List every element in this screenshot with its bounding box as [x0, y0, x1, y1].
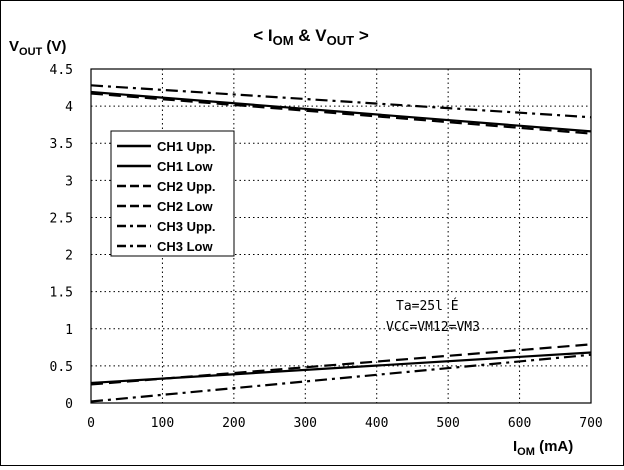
annotation-voltage: VCC=VM12=VM3	[386, 320, 480, 335]
x-tick-label: 0	[87, 416, 95, 431]
y-tick-label: 0.5	[50, 360, 73, 375]
x-tick-label: 700	[579, 416, 602, 431]
series-line-4	[90, 343, 592, 386]
x-tick-label: 400	[365, 416, 388, 431]
x-axis-label: IOM (mA)	[513, 438, 573, 458]
legend-box	[110, 130, 235, 257]
legend-label-3: CH2 Upp.	[157, 179, 216, 194]
series-line-5	[90, 84, 592, 119]
legend-label-5: CH3 Upp.	[157, 219, 216, 234]
y-tick-label: 1.5	[50, 286, 73, 301]
plot-border	[90, 68, 592, 404]
y-tick-label: 3	[65, 174, 73, 189]
y-axis-label: VOUT (V)	[9, 38, 66, 58]
x-tick-label: 100	[151, 416, 174, 431]
annotation-temperature: Ta=25l É	[396, 298, 459, 314]
y-tick-label: 2.5	[50, 211, 73, 226]
x-tick-label: 200	[222, 416, 245, 431]
y-tick-label: 4.5	[50, 63, 73, 78]
y-tick-label: 1	[65, 323, 73, 338]
y-tick-label: 2	[65, 249, 73, 264]
series-line-6	[90, 353, 592, 403]
series-group	[90, 84, 592, 403]
legend-label-1: CH1 Upp.	[157, 139, 216, 154]
series-line-1	[90, 90, 592, 133]
legend-label-4: CH2 Low	[157, 199, 214, 214]
chart-title: < IOM & VOUT >	[253, 26, 369, 48]
x-tick-label: 600	[508, 416, 531, 431]
x-tick-label: 300	[294, 416, 317, 431]
x-tick-label: 500	[436, 416, 459, 431]
series-line-3	[90, 92, 592, 135]
axis-ticks: 0 0.5 1 1.5 2 2.5 3 3.5 4 4.5 0 100 200 300 400 500 600 7…	[50, 63, 603, 431]
y-tick-label: 3.5	[50, 137, 73, 152]
legend-label-2: CH1 Low	[157, 159, 214, 174]
legend: CH1 Upp. CH1 Low CH2 Upp. CH2 Low CH3 Upp. CH…	[110, 130, 235, 257]
y-tick-label: 0	[65, 397, 73, 412]
legend-label-6: CH3 Low	[157, 239, 214, 254]
y-tick-label: 4	[65, 100, 73, 115]
